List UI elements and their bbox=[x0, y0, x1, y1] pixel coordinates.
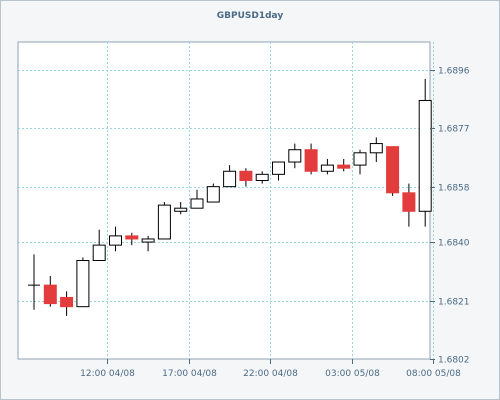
candle-body-up bbox=[109, 235, 122, 246]
candle bbox=[125, 232, 139, 246]
candle-body-down bbox=[337, 164, 351, 169]
candle-body-up bbox=[76, 260, 90, 308]
candle-body-up bbox=[92, 244, 106, 262]
candle-body-up bbox=[223, 170, 237, 188]
candle bbox=[223, 165, 237, 188]
candle-body-down bbox=[304, 149, 318, 172]
candle bbox=[255, 171, 269, 184]
candle-body-up bbox=[369, 143, 383, 154]
candle bbox=[402, 183, 416, 227]
candle bbox=[76, 257, 90, 308]
candle bbox=[174, 202, 188, 215]
candle bbox=[109, 226, 122, 252]
candle-body-up bbox=[174, 207, 188, 212]
candle bbox=[288, 143, 302, 169]
candle-body-down bbox=[402, 192, 416, 212]
candle-body-up bbox=[190, 198, 204, 209]
candle bbox=[272, 161, 285, 181]
candle bbox=[386, 146, 400, 196]
chart-title: GBPUSD1day bbox=[216, 11, 284, 21]
candle-body-up bbox=[418, 99, 432, 212]
candle bbox=[320, 158, 334, 175]
x-axis-ticks: 12:00 04/08 17:00 04/08 22:00 04/08 03:00 0… bbox=[80, 359, 461, 379]
candle bbox=[418, 78, 432, 227]
candle bbox=[141, 235, 155, 252]
x-tick-label: 12:00 04/08 bbox=[80, 369, 135, 379]
candle bbox=[353, 149, 367, 175]
candle-body-down bbox=[43, 284, 57, 305]
candle bbox=[190, 189, 204, 209]
candle bbox=[337, 158, 351, 172]
y-tick-label: 1.6896 bbox=[438, 67, 470, 77]
candle-body-up bbox=[288, 149, 302, 163]
y-tick-label: 1.6821 bbox=[438, 298, 470, 308]
candle-body-down bbox=[60, 296, 74, 308]
candle-body-up bbox=[157, 204, 171, 240]
x-tick-label: 08:00 05/08 bbox=[406, 369, 461, 379]
candle-body-up bbox=[320, 164, 334, 172]
candle bbox=[157, 202, 171, 240]
candle-body-up bbox=[272, 161, 285, 175]
candle bbox=[239, 168, 253, 187]
y-tick-label: 1.6858 bbox=[438, 184, 470, 194]
candle bbox=[304, 143, 318, 175]
y-tick-label: 1.6840 bbox=[438, 239, 470, 249]
x-tick-label: 17:00 04/08 bbox=[162, 369, 217, 379]
y-tick-label: 1.6802 bbox=[438, 356, 470, 366]
y-tick-label: 1.6877 bbox=[438, 125, 470, 135]
candle bbox=[369, 137, 383, 163]
x-tick-label: 03:00 05/08 bbox=[325, 369, 380, 379]
candle bbox=[206, 183, 220, 203]
candle-body-up bbox=[353, 152, 367, 166]
candle bbox=[92, 229, 106, 262]
candles bbox=[28, 78, 432, 316]
candle-body-down bbox=[125, 235, 139, 240]
candle bbox=[60, 291, 74, 316]
candle bbox=[28, 254, 40, 310]
candle-body-down bbox=[386, 146, 400, 194]
candle-body-down bbox=[239, 170, 253, 181]
candle bbox=[43, 275, 57, 307]
candle-body-up bbox=[141, 238, 155, 243]
plot-area bbox=[17, 41, 431, 360]
candle-body-up bbox=[206, 186, 220, 203]
candle-body-up bbox=[255, 173, 269, 181]
x-tick-label: 22:00 04/08 bbox=[243, 369, 298, 379]
y-axis-ticks: 1.6896 1.6877 1.6858 1.6840 1.6821 1.6802 bbox=[430, 67, 470, 366]
grid-lines bbox=[18, 42, 434, 359]
